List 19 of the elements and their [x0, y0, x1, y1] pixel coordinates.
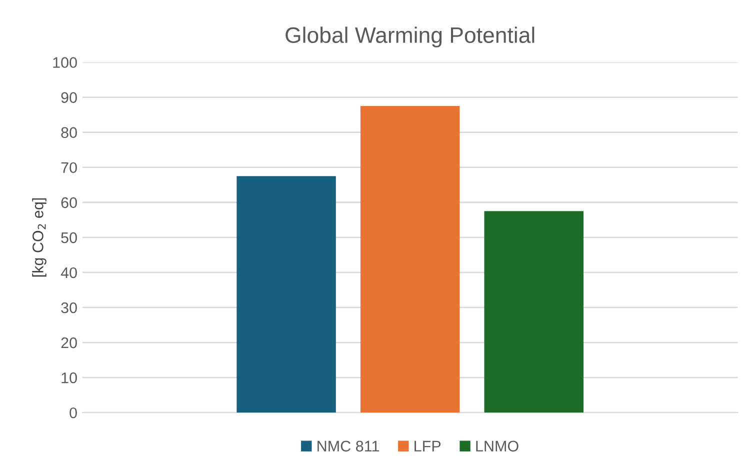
y-tick-label: 30: [61, 302, 77, 314]
bar: [484, 211, 584, 413]
y-tick-label: 90: [61, 92, 77, 103]
y-tick-label: 70: [61, 162, 77, 174]
y-tick-label: 0: [70, 407, 77, 418]
bar: [360, 106, 460, 413]
legend-label: NMC 811: [318, 440, 379, 452]
y-tick-label: 60: [61, 197, 77, 208]
legend-label: LNMO: [476, 440, 518, 452]
y-tick-label: 10: [62, 372, 77, 384]
y-tick-label: 20: [61, 337, 77, 348]
chart-title: Global Warming Potential: [286, 26, 534, 48]
bar: [236, 176, 336, 413]
y-axis-title: [kg CO$_{2}$ eq]: [32, 198, 46, 277]
y-tick-label: 50: [61, 232, 77, 244]
y-tick-label: 80: [61, 127, 77, 138]
y-tick-label: 40: [60, 267, 77, 278]
y-tick-label: 100: [53, 57, 77, 68]
legend-label: LFP: [414, 440, 441, 452]
